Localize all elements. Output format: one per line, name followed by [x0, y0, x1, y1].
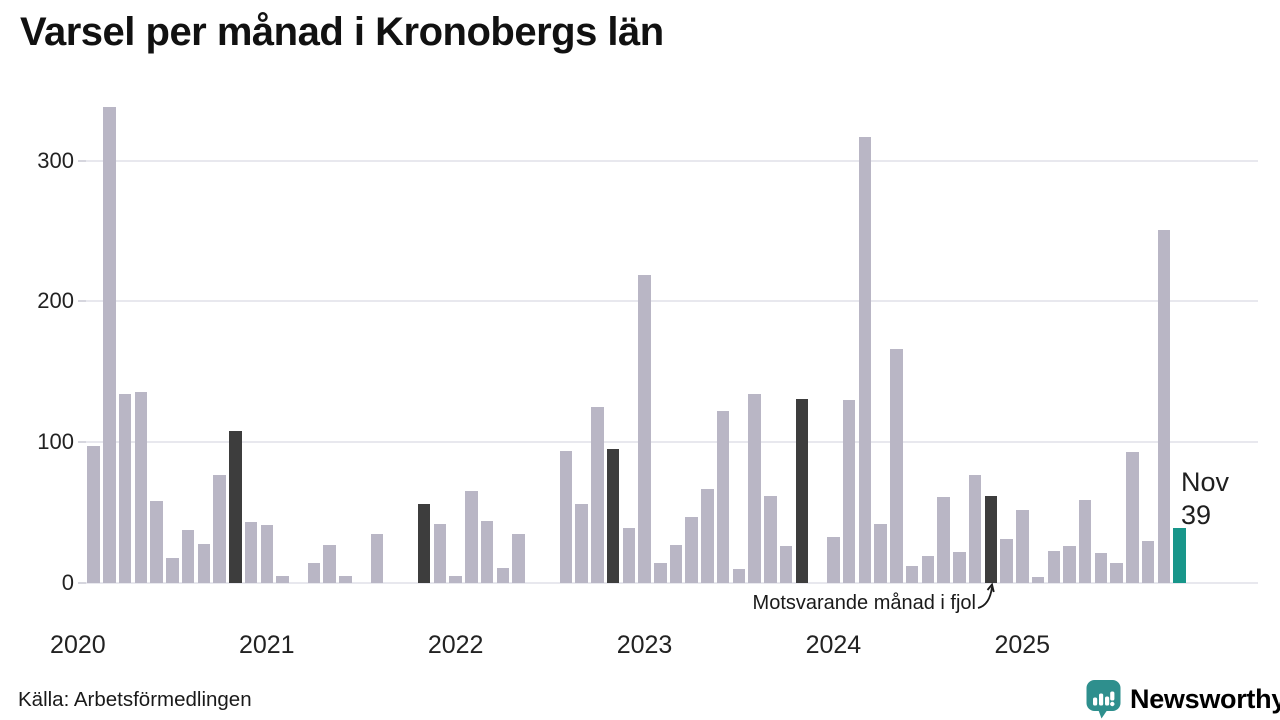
gridline: [84, 441, 1258, 444]
source-label: Källa: Arbetsförmedlingen: [18, 688, 252, 711]
bar-2025-11: [1173, 528, 1186, 583]
gridline: [84, 159, 1258, 162]
x-year-label-2020: 2020: [50, 631, 106, 659]
bar-2024-07: [921, 556, 935, 583]
bar-2020-12: [244, 522, 258, 583]
bar-2023-03: [669, 544, 683, 583]
latest-value-number: 39: [1181, 500, 1212, 530]
bar-2023-01: [638, 274, 651, 583]
bar-2020-11: [229, 430, 242, 583]
bar-2023-10: [779, 546, 793, 583]
bar-2022-09: [575, 504, 588, 583]
annotation-arrow-icon: [977, 582, 995, 609]
bar-2023-02: [654, 563, 667, 583]
bar-2022-02: [465, 491, 478, 583]
bar-2020-05: [134, 391, 148, 583]
bar-2024-08: [937, 497, 950, 583]
bar-2025-07: [1110, 563, 1123, 583]
bar-2025-02: [1031, 577, 1045, 583]
bar-2022-04: [496, 567, 510, 583]
x-year-label-2024: 2024: [805, 631, 862, 659]
bar-2024-02: [842, 399, 856, 583]
bar-2020-07: [166, 557, 179, 583]
bar-2023-08: [748, 394, 761, 583]
bar-2024-09: [953, 552, 966, 583]
bar-2020-06: [150, 501, 163, 583]
bar-2022-11: [606, 449, 620, 583]
bar-2021-04: [307, 563, 321, 583]
bar-2022-03: [480, 521, 494, 583]
bar-2020-03: [103, 107, 116, 583]
y-tick-label: 200: [37, 288, 74, 314]
bar-2021-06: [339, 575, 352, 583]
latest-value-label: Nov 39: [1181, 466, 1229, 532]
bar-2025-08: [1126, 452, 1139, 583]
bar-2021-02: [276, 575, 289, 583]
newsworthy-logo-icon: [1086, 680, 1121, 719]
bar-2024-10: [968, 474, 982, 583]
bar-2021-12: [433, 523, 447, 583]
bar-2023-07: [732, 568, 746, 583]
x-year-label-2022: 2022: [427, 631, 484, 659]
bar-2020-04: [118, 394, 132, 583]
bar-2024-01: [827, 536, 840, 583]
bar-2021-01: [260, 525, 273, 583]
chart-title: Varsel per månad i Kronobergs län: [20, 10, 664, 54]
bar-2022-10: [591, 407, 604, 583]
bar-2022-08: [559, 450, 573, 583]
bar-2020-08: [181, 529, 195, 583]
y-tick-mark: [78, 582, 86, 584]
bar-2024-12: [1000, 539, 1013, 583]
bar-2022-01: [449, 575, 462, 583]
x-year-label-2025: 2025: [994, 631, 1051, 659]
newsworthy-branding: Newsworthy: [1085, 679, 1280, 719]
bar-2024-04: [874, 523, 887, 583]
bar-2021-05: [323, 544, 336, 583]
bar-2023-05: [701, 488, 714, 583]
bar-2023-11: [795, 398, 809, 583]
y-tick-mark: [78, 300, 86, 303]
bar-2021-11: [417, 504, 431, 583]
bar-2025-03: [1047, 550, 1060, 583]
gridline: [84, 300, 1258, 303]
plot-area: [70, 100, 1260, 584]
bar-2025-04: [1063, 546, 1076, 583]
bar-2022-12: [622, 528, 636, 583]
bar-2021-08: [370, 533, 384, 583]
bar-2025-06: [1094, 553, 1108, 583]
bar-2025-09: [1141, 540, 1155, 583]
bar-2025-05: [1078, 499, 1092, 583]
annotation-label: Motsvarande månad i fjol: [752, 592, 976, 614]
bar-2020-02: [87, 446, 100, 583]
bar-2024-05: [890, 349, 903, 583]
bar-2024-11: [984, 495, 998, 583]
bar-2025-10: [1157, 229, 1171, 583]
bar-2023-09: [764, 495, 777, 583]
newsworthy-wordmark: Newsworthy: [1130, 683, 1280, 714]
bar-2023-06: [716, 411, 730, 583]
y-tick-label: 100: [37, 429, 74, 455]
bar-2024-03: [858, 136, 872, 583]
latest-value-month: Nov: [1181, 467, 1230, 497]
y-tick-label: 0: [61, 570, 74, 595]
y-tick-mark: [78, 159, 86, 162]
gridline: [84, 582, 1258, 584]
x-year-label-2021: 2021: [238, 631, 295, 659]
y-tick-label: 300: [37, 147, 74, 173]
bar-2022-05: [512, 533, 525, 583]
bar-2024-06: [905, 566, 919, 583]
bar-2025-01: [1016, 509, 1029, 583]
bar-2023-04: [685, 516, 698, 583]
x-year-label-2023: 2023: [616, 631, 673, 659]
bar-2020-09: [197, 543, 211, 583]
y-tick-mark: [78, 441, 86, 444]
bar-2020-10: [213, 474, 226, 583]
